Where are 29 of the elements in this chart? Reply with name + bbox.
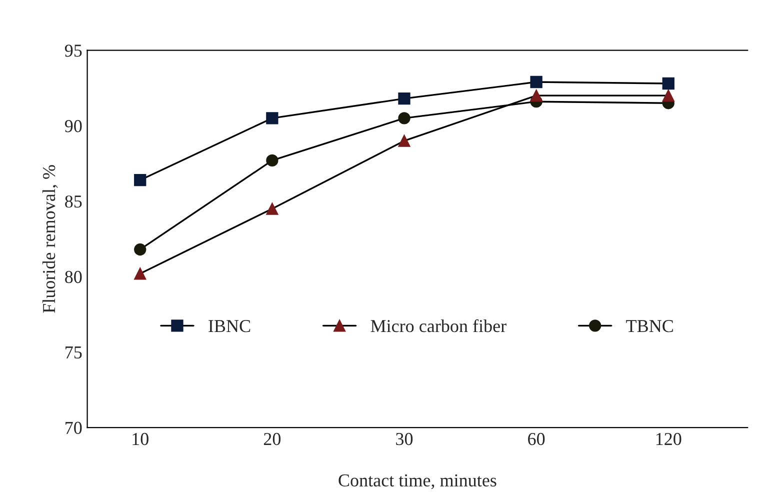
x-tick-label: 120 — [656, 432, 682, 446]
y-tick-label: 80 — [65, 270, 82, 284]
point — [662, 89, 674, 102]
y-axis-title: Fluoride removal, % — [42, 165, 58, 313]
legend-label: Micro carbon fiber — [370, 319, 506, 332]
point — [662, 77, 674, 90]
x-tick-label: 10 — [132, 432, 148, 446]
y-tick-label: 90 — [64, 120, 82, 132]
point — [266, 154, 278, 167]
point — [398, 112, 410, 124]
point — [134, 174, 146, 186]
point — [134, 268, 146, 280]
point — [134, 243, 146, 256]
point — [530, 76, 542, 88]
x-tick-label: 60 — [528, 432, 545, 446]
x-tick-label: 30 — [396, 432, 413, 446]
legend-label: TBNC — [626, 320, 673, 332]
y-tick-label: 95 — [64, 44, 82, 57]
point — [266, 202, 278, 215]
point — [398, 134, 410, 147]
y-tick-label: 85 — [65, 195, 82, 208]
x-tick-label: 20 — [264, 432, 281, 446]
point — [398, 92, 410, 105]
legend-label: IBNC — [208, 320, 250, 332]
point — [530, 89, 542, 102]
point — [266, 112, 278, 124]
y-tick-label: 75 — [66, 346, 82, 359]
x-axis-title: Contact time, minutes — [338, 474, 496, 490]
y-tick-label: 70 — [66, 422, 82, 434]
